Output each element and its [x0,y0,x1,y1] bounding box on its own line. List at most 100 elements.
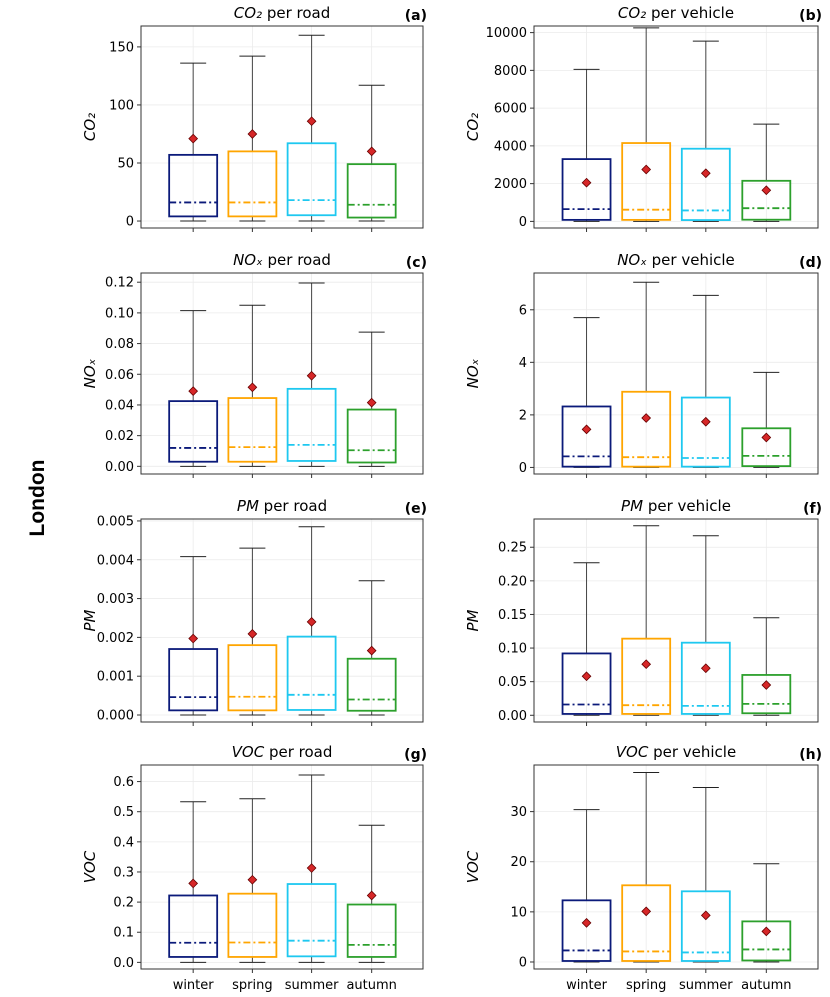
mean-marker [641,659,652,670]
box-summer [680,787,731,963]
box-summer [286,34,337,222]
panel-e: 0.000 0.001 0.002 0.003 0.004 0.005 PM per roa… [81,497,427,726]
ytick-label: 0 [126,215,134,230]
mean-marker [306,863,317,873]
axes-frame [533,25,819,229]
ytick-label: 0.00 [498,709,527,724]
box-winter [561,317,612,468]
box-autumn [741,617,792,716]
panel-label: (e) [405,501,427,517]
mean-marker [700,663,711,674]
xtick-label-spring: spring [626,978,666,993]
box-body [621,637,672,715]
ytick-label: 0.4 [113,835,134,850]
mean-marker [366,146,377,157]
mean-marker [641,906,652,917]
axes-frame [140,25,424,229]
mean-marker [761,432,772,443]
box-winter [168,801,219,963]
ytick-label: 4 [519,356,527,371]
panel-c: 0.00 0.02 0.04 0.06 0.08 0.10 0.12 NOₓ per road… [81,251,427,478]
box-spring [621,772,672,963]
mean-marker [641,413,652,423]
mean-marker [700,910,711,921]
panel-b: 0 2000 4000 6000 8000 10000 CO₂ per vehicle (b)… [464,4,822,232]
box-summer [680,294,731,468]
mean-marker [581,424,592,435]
box-body [741,427,792,468]
mean-marker [247,629,258,639]
xtick-label-autumn: autumn [741,978,791,993]
xtick-label-summer: summer [285,978,339,993]
mean-marker [306,616,317,627]
ytick-label: 0.1 [113,926,134,941]
city-label: London [26,460,49,537]
panel-title: PM per vehicle [621,497,731,515]
box-winter [561,809,612,963]
box-body [346,903,397,958]
panel-title: PM per road [237,497,327,515]
box-autumn [741,123,792,222]
ytick-label: 20 [510,855,527,870]
ytick-label: 0.0 [113,956,134,971]
y-axis-label: CO₂ [464,113,482,141]
box-spring [227,304,278,467]
mean-marker [247,874,258,885]
ytick-label: 0.003 [97,592,134,607]
ytick-label: 0.25 [498,541,527,556]
ytick-label: 10000 [486,26,527,41]
box-autumn [741,863,792,963]
ytick-label: 0.10 [498,642,527,657]
box-body [286,883,337,958]
ytick-label: 0.05 [498,675,527,690]
box-spring [227,547,278,716]
box-winter [561,68,612,222]
box-body [680,147,731,221]
mean-marker [761,680,772,690]
box-body [346,163,397,219]
y-axis-label: VOC [81,850,99,883]
ytick-label: 0.3 [113,865,134,880]
box-summer [286,526,337,716]
box-body [680,641,731,715]
box-winter [168,310,219,467]
panel-f: 0.00 0.05 0.10 0.15 0.20 0.25 PM per vehicle (f… [464,497,822,726]
box-summer [680,535,731,716]
mean-marker [761,185,772,196]
ytick-label: 100 [109,98,134,113]
panel-title: CO₂ per road [234,4,330,22]
mean-marker [188,386,199,397]
box-body [168,648,219,712]
box-body [561,652,612,715]
panel-d: 0 2 4 6 NOₓ per vehicle (d) NOₓ [464,251,822,478]
ytick-label: 0.08 [105,337,134,352]
axes-frame [533,764,819,970]
panel-label: (d) [799,255,822,271]
ytick-label: 0.12 [105,276,134,291]
box-autumn [346,331,397,467]
mean-marker [641,164,652,175]
panel-label: (g) [404,747,427,763]
panel-label: (h) [799,747,822,763]
ytick-label: 0.15 [498,608,527,623]
axes-frame [533,518,819,723]
panel-label: (c) [406,255,427,271]
box-summer [286,774,337,963]
mean-marker [581,177,592,188]
mean-marker [188,133,199,144]
box-spring [227,798,278,963]
box-summer [286,282,337,467]
ytick-label: 0.2 [113,896,134,911]
xtick-label-summer: summer [679,978,733,993]
panel-label: (a) [405,8,427,24]
mean-marker [188,633,199,644]
ytick-label: 0 [519,461,527,476]
ytick-label: 0 [519,215,527,230]
y-axis-label: PM [464,609,482,631]
ytick-label: 0.5 [113,805,134,820]
ytick-label: 2000 [494,177,527,192]
mean-marker [247,129,258,139]
box-winter [561,562,612,716]
box-summer [680,40,731,222]
box-spring [621,27,672,222]
